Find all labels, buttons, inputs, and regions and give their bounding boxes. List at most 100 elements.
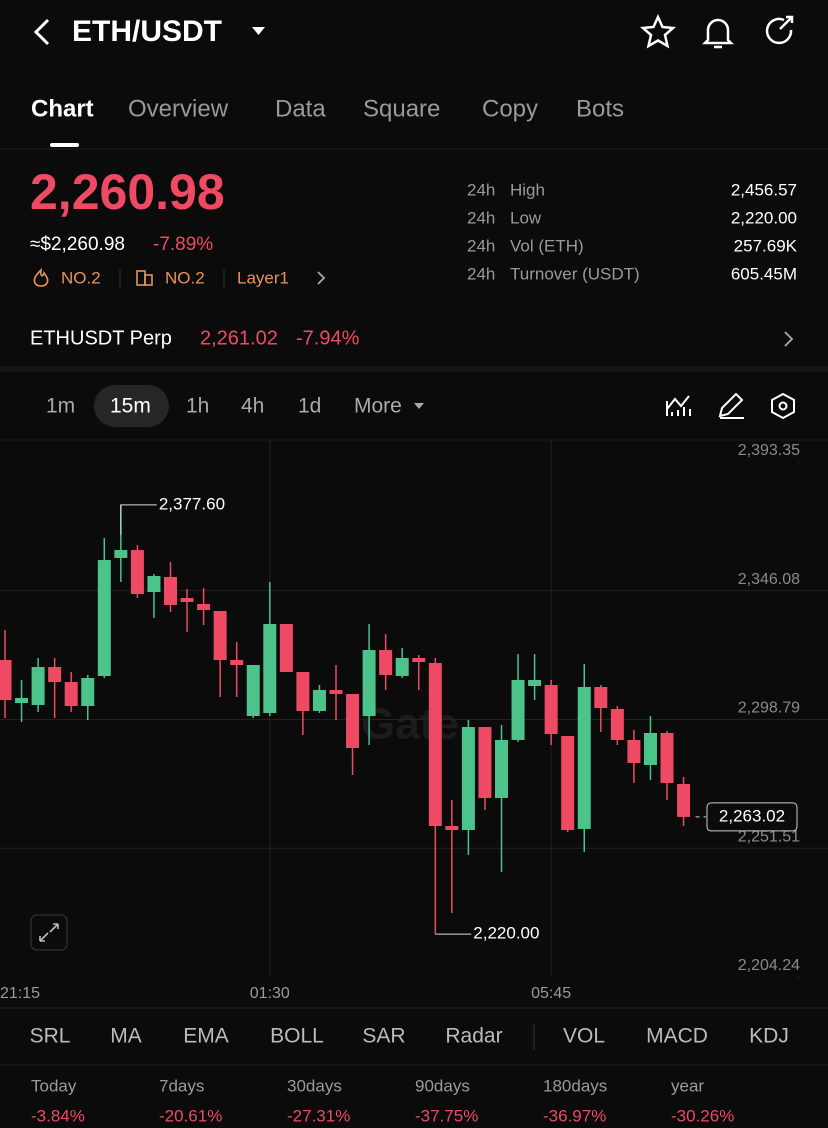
interval[interactable]: 1d <box>298 395 321 418</box>
tab[interactable]: Chart <box>31 95 94 122</box>
performance-period: 30days <box>287 1076 342 1095</box>
pair-dropdown[interactable] <box>252 27 265 35</box>
candle-body <box>495 739 508 798</box>
tab[interactable]: Overview <box>128 95 229 122</box>
interval[interactable]: More <box>354 395 402 418</box>
indicator[interactable]: MACD <box>646 1025 708 1048</box>
candle-body <box>15 698 29 704</box>
candle-body <box>528 680 542 686</box>
candle-body <box>213 610 227 661</box>
candle-body <box>296 671 310 711</box>
candle-body <box>114 550 128 558</box>
candle-body <box>594 686 608 708</box>
candle-body <box>445 825 459 830</box>
tab-bar: Chart Overview Data Square Copy Bots <box>31 95 624 122</box>
price-change: -7.89% <box>153 234 213 255</box>
tag-more[interactable] <box>317 271 326 285</box>
interval[interactable]: 1h <box>186 395 209 418</box>
indicator[interactable]: SRL <box>30 1025 71 1048</box>
performance-change: -30.26% <box>671 1106 734 1125</box>
candle-body <box>230 660 244 665</box>
indicator-icon[interactable] <box>666 395 691 416</box>
draw-icon[interactable] <box>718 392 744 419</box>
candle-body <box>48 667 62 683</box>
candle-body <box>164 577 177 606</box>
y-tick-label: 2,204.24 <box>738 957 800 974</box>
last-price-label: 2,263.02 <box>719 806 785 825</box>
perp-name[interactable]: ETHUSDT Perp <box>30 327 172 349</box>
high-marker-line <box>120 504 157 535</box>
share-icon[interactable] <box>765 15 794 45</box>
candle-body <box>379 650 393 676</box>
high-marker-label: 2,377.60 <box>159 494 225 513</box>
performance-period: 180days <box>543 1076 607 1095</box>
fullscreen-icon <box>39 923 59 942</box>
candle-body <box>677 784 691 817</box>
tag[interactable]: Layer1 <box>237 268 289 287</box>
stat-period: 24h <box>467 180 495 199</box>
candle-body <box>130 550 144 595</box>
tag[interactable]: NO.2 <box>61 268 101 287</box>
tag[interactable]: NO.2 <box>165 268 205 287</box>
candle-body <box>544 685 558 735</box>
alert-icon[interactable] <box>701 18 735 49</box>
indicator[interactable]: Radar <box>445 1025 502 1048</box>
fullscreen-button[interactable] <box>30 914 68 951</box>
y-tick-label: 2,393.35 <box>738 442 800 459</box>
candle-body <box>97 560 111 676</box>
candle-body <box>312 689 326 711</box>
pair-title[interactable]: ETH/USDT <box>72 15 222 48</box>
performance-period: Today <box>31 1076 77 1095</box>
tab[interactable]: Bots <box>576 95 624 122</box>
candle-body <box>577 686 591 829</box>
performance-period: 7days <box>159 1076 204 1095</box>
interval[interactable]: 4h <box>241 395 264 418</box>
x-tick-label: 05:45 <box>531 985 571 1002</box>
indicator[interactable]: BOLL <box>270 1025 324 1048</box>
y-tick-label: 2,251.51 <box>738 828 800 845</box>
performance-period: year <box>671 1076 704 1095</box>
hot-icon <box>33 267 49 287</box>
favorite-icon[interactable] <box>639 13 677 49</box>
active-tab-indicator <box>50 143 79 147</box>
back-button[interactable] <box>33 18 50 46</box>
stats-table: 24h High 2,456.57 24h Low 2,220.00 24h Vol (ETH… <box>467 180 798 283</box>
performance-change: -3.84% <box>31 1106 85 1125</box>
watermark: Gate <box>361 700 459 749</box>
settings-icon[interactable] <box>771 392 795 420</box>
performance-row: Today -3.84% 7days -20.61% 30days -27.31% 90da… <box>31 1076 734 1125</box>
interval[interactable]: 15m <box>110 395 151 418</box>
candle-body <box>412 657 426 663</box>
section-gap <box>0 366 828 372</box>
last-price-box <box>706 802 798 832</box>
active-interval-pill <box>94 385 169 427</box>
tab[interactable]: Square <box>363 95 440 122</box>
candle-body <box>561 735 575 830</box>
perp-price: 2,261.02 <box>200 327 278 349</box>
indicator[interactable]: KDJ <box>749 1025 789 1048</box>
more-dropdown[interactable] <box>414 403 424 409</box>
indicator[interactable]: VOL <box>563 1025 605 1048</box>
tab[interactable]: Data <box>275 95 326 122</box>
candle-body <box>461 727 475 830</box>
performance-change: -20.61% <box>159 1106 222 1125</box>
indicator-bar: SRL MA EMA BOLL SAR Radar VOL MACD KDJ <box>30 1025 789 1048</box>
stat-label: Turnover (USDT) <box>510 264 640 283</box>
candle-body <box>428 663 442 826</box>
stat-value: 605.45M <box>731 264 797 283</box>
rank-icon <box>144 274 153 286</box>
candle-body <box>0 660 12 701</box>
performance-change: -27.31% <box>287 1106 350 1125</box>
candle-body <box>395 657 409 676</box>
candlestick-chart: Gate 2,204.24 2,251.51 2,298.79 2,346.08 2,39… <box>0 440 828 1002</box>
candle-body <box>346 693 360 749</box>
interval[interactable]: 1m <box>46 395 75 418</box>
tab[interactable]: Copy <box>482 95 538 122</box>
y-tick-label: 2,298.79 <box>738 700 800 717</box>
indicator[interactable]: SAR <box>362 1025 405 1048</box>
indicator[interactable]: MA <box>110 1025 142 1048</box>
candle-body <box>478 727 492 798</box>
perp-chevron[interactable] <box>784 331 794 347</box>
indicator[interactable]: EMA <box>183 1025 229 1048</box>
